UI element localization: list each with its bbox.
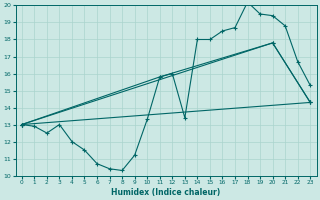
X-axis label: Humidex (Indice chaleur): Humidex (Indice chaleur) xyxy=(111,188,221,197)
